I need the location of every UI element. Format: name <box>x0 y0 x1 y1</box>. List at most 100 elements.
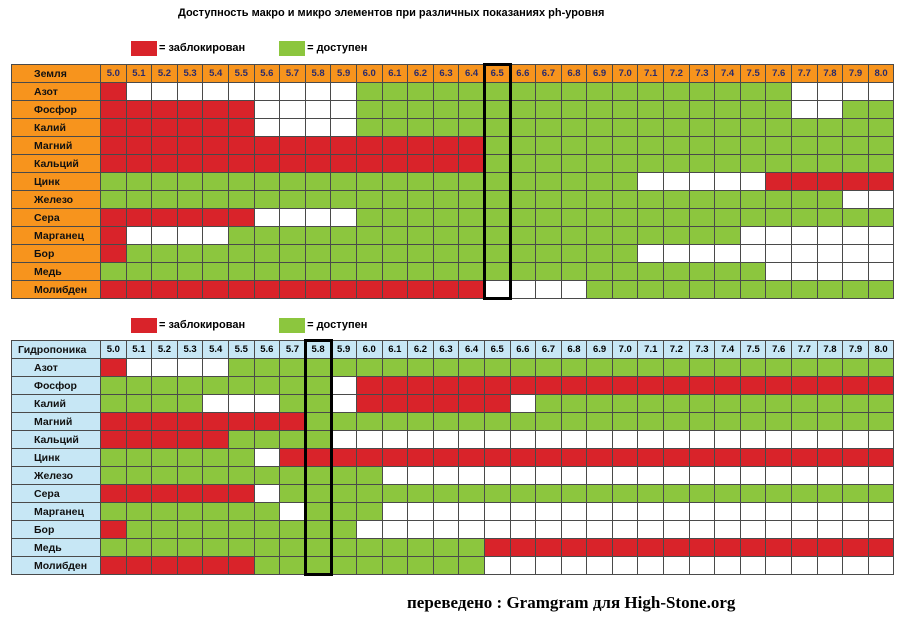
cell-available <box>355 484 383 503</box>
cell-blocked <box>611 376 639 395</box>
ph-tick-label: 7.9 <box>842 340 869 359</box>
ph-tick-label: 7.4 <box>714 64 741 83</box>
cell-available <box>202 502 229 521</box>
cell-blocked <box>176 484 204 503</box>
cell-available <box>663 412 690 431</box>
cell-empty <box>637 244 665 263</box>
cell-available <box>586 208 613 227</box>
ph-tick-label: 6.2 <box>407 340 434 359</box>
cell-available <box>381 208 409 227</box>
cell-empty <box>253 484 281 503</box>
cell-available <box>611 118 639 137</box>
cell-available <box>202 538 229 557</box>
cell-available <box>304 172 332 191</box>
cell-available <box>791 154 818 173</box>
cell-empty <box>483 430 511 449</box>
cell-blocked <box>330 280 357 299</box>
cell-available <box>355 262 383 281</box>
cell-available <box>253 358 281 377</box>
cell-available <box>432 556 460 575</box>
cell-available <box>535 394 562 413</box>
cell-available <box>330 466 357 485</box>
cell-available <box>560 358 588 377</box>
cell-empty <box>432 430 460 449</box>
cell-blocked <box>227 484 255 503</box>
cell-empty <box>509 556 537 575</box>
cell-available <box>867 412 895 431</box>
cell-available <box>483 226 511 245</box>
ph-tick-label: 6.5 <box>483 340 511 359</box>
cell-blocked <box>151 412 178 431</box>
cell-empty <box>151 226 178 245</box>
cell-available <box>355 82 383 101</box>
cell-empty <box>765 466 793 485</box>
cell-available <box>688 100 716 119</box>
ph-tick-label: 7.1 <box>637 340 665 359</box>
cell-available <box>458 100 485 119</box>
cell-available <box>765 358 793 377</box>
cell-available <box>279 358 306 377</box>
cell-available <box>125 502 153 521</box>
cell-available <box>688 136 716 155</box>
cell-available <box>151 190 178 209</box>
legend-available-swatch <box>279 317 306 333</box>
cell-blocked <box>842 448 869 467</box>
cell-empty <box>586 430 613 449</box>
cell-available <box>407 358 434 377</box>
cell-empty <box>151 358 178 377</box>
cell-blocked <box>125 208 153 227</box>
cell-empty <box>304 118 332 137</box>
cell-blocked <box>355 376 383 395</box>
cell-empty <box>867 556 895 575</box>
cell-blocked <box>330 136 357 155</box>
element-label: Калий <box>11 394 101 413</box>
cell-empty <box>125 82 153 101</box>
cell-blocked <box>663 448 690 467</box>
cell-available <box>842 208 869 227</box>
cell-available <box>586 262 613 281</box>
cell-available <box>637 412 665 431</box>
cell-available <box>304 262 332 281</box>
cell-empty <box>714 430 741 449</box>
ph-tick-label: 6.0 <box>355 64 383 83</box>
cell-available <box>637 82 665 101</box>
cell-available <box>535 190 562 209</box>
cell-blocked <box>535 538 562 557</box>
cell-empty <box>611 430 639 449</box>
cell-available <box>535 484 562 503</box>
cell-blocked <box>586 538 613 557</box>
cell-empty <box>458 520 485 539</box>
cell-blocked <box>483 538 511 557</box>
cell-blocked <box>739 448 767 467</box>
cell-empty <box>202 358 229 377</box>
cell-available <box>483 154 511 173</box>
ph-tick-label: 5.5 <box>227 64 255 83</box>
table-row: Бор <box>11 520 895 539</box>
cell-blocked <box>458 136 485 155</box>
cell-available <box>663 190 690 209</box>
cell-blocked <box>125 100 153 119</box>
cell-blocked <box>100 430 127 449</box>
cell-available <box>714 280 741 299</box>
cell-empty <box>483 502 511 521</box>
cell-available <box>483 412 511 431</box>
cell-blocked <box>202 118 229 137</box>
legend-bottom: = заблокирован = доступен <box>131 317 367 333</box>
cell-blocked <box>202 556 229 575</box>
cell-available <box>330 502 357 521</box>
cell-available <box>560 226 588 245</box>
cell-available <box>637 484 665 503</box>
ph-tick-label: 5.1 <box>125 340 153 359</box>
cell-available <box>611 484 639 503</box>
cell-empty <box>355 520 383 539</box>
cell-empty <box>688 430 716 449</box>
cell-available <box>739 154 767 173</box>
cell-blocked <box>867 172 895 191</box>
element-label: Фосфор <box>11 376 101 395</box>
cell-available <box>125 448 153 467</box>
cell-blocked <box>100 226 127 245</box>
cell-blocked <box>688 376 716 395</box>
cell-available <box>432 118 460 137</box>
element-label: Кальций <box>11 154 101 173</box>
ph-tick-label: 5.5 <box>227 340 255 359</box>
